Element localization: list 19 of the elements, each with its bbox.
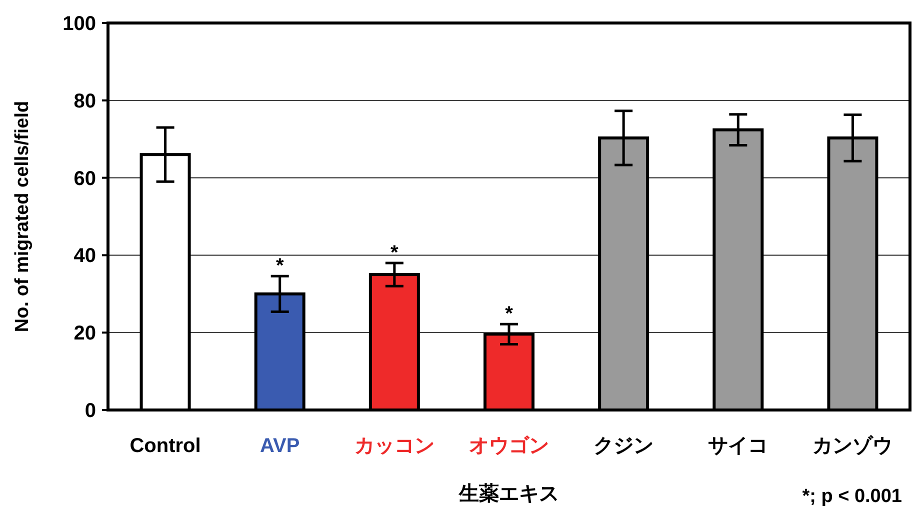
x-tick-label: カンゾウ (812, 434, 893, 457)
annotation: * (276, 255, 284, 278)
x-tick-label: カッコン (354, 435, 434, 457)
y-axis-title: No. of migrated cells/field (12, 100, 33, 332)
y-tick-label: 20 (74, 322, 96, 345)
annotation: * (505, 303, 514, 326)
x-tick-label: オウゴン (469, 435, 549, 457)
y-tick-label: 0 (84, 400, 96, 422)
x-tick-label: クジン (594, 435, 654, 457)
y-tick-label: 60 (74, 168, 96, 190)
x-tick-label: Control (130, 435, 201, 457)
text: *; p < 0.001 (802, 486, 902, 507)
x-tick-label: サイコ (708, 435, 768, 457)
x-axis-title: 生薬エキス (458, 482, 559, 505)
y-tick-label: 40 (74, 245, 96, 268)
x-tick-label: AVP (260, 435, 300, 457)
y-tick-label: 100 (62, 13, 96, 35)
y-tick-label: 80 (74, 90, 96, 112)
annotation: * (390, 242, 399, 264)
